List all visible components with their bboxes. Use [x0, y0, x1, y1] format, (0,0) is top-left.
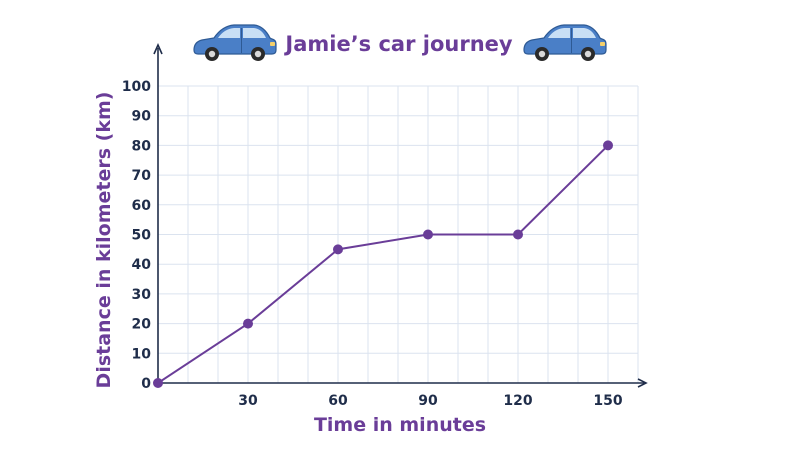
y-axis-arrow — [153, 43, 163, 55]
data-point — [603, 140, 613, 151]
y-tick-label: 40 — [132, 257, 152, 273]
x-tick-label: 90 — [418, 393, 438, 409]
grid-lines — [158, 85, 639, 383]
car-wheel-hub — [538, 50, 546, 58]
x-tick-label: 30 — [238, 393, 258, 409]
car-wheel-hub — [584, 50, 592, 58]
y-tick-label: 10 — [132, 346, 152, 362]
y-tick-label: 100 — [122, 79, 151, 95]
x-axis-label: Time in minutes — [314, 414, 486, 436]
y-axis-label: Distance in kilometers (km) — [93, 92, 115, 389]
x-tick-labels: 30 60 90 120 150 — [238, 393, 623, 409]
y-tick-label: 90 — [132, 109, 152, 125]
data-point — [513, 229, 523, 240]
y-tick-label: 0 — [141, 376, 151, 392]
car-window — [243, 28, 266, 38]
data-point — [333, 244, 343, 255]
y-tick-label: 20 — [132, 317, 152, 333]
x-axis-arrow — [637, 378, 648, 388]
car-icon — [193, 24, 277, 61]
car-icon — [523, 24, 607, 61]
data-series — [153, 140, 613, 388]
car-headlight — [270, 42, 275, 46]
y-tick-label: 30 — [132, 287, 152, 303]
x-tick-label: 60 — [328, 393, 348, 409]
car-window — [548, 28, 570, 38]
car-wheel-hub — [208, 50, 216, 58]
y-tick-label: 80 — [132, 138, 152, 154]
data-point — [243, 318, 253, 329]
chart-title: Jamie’s car journey — [283, 32, 513, 56]
axes — [153, 43, 648, 388]
car-headlight — [600, 42, 605, 46]
data-point — [423, 229, 433, 240]
car-wheel-hub — [254, 50, 262, 58]
y-tick-label: 60 — [132, 198, 152, 214]
y-tick-label: 70 — [132, 168, 152, 184]
x-tick-label: 120 — [503, 393, 532, 409]
car-window — [573, 28, 596, 38]
y-tick-labels: 0 10 20 30 40 50 60 70 80 90 100 — [122, 79, 151, 392]
car-window — [218, 28, 240, 38]
series-line — [157, 144, 609, 384]
y-tick-label: 50 — [132, 228, 152, 244]
x-tick-label: 150 — [593, 393, 622, 409]
data-point — [153, 378, 163, 388]
